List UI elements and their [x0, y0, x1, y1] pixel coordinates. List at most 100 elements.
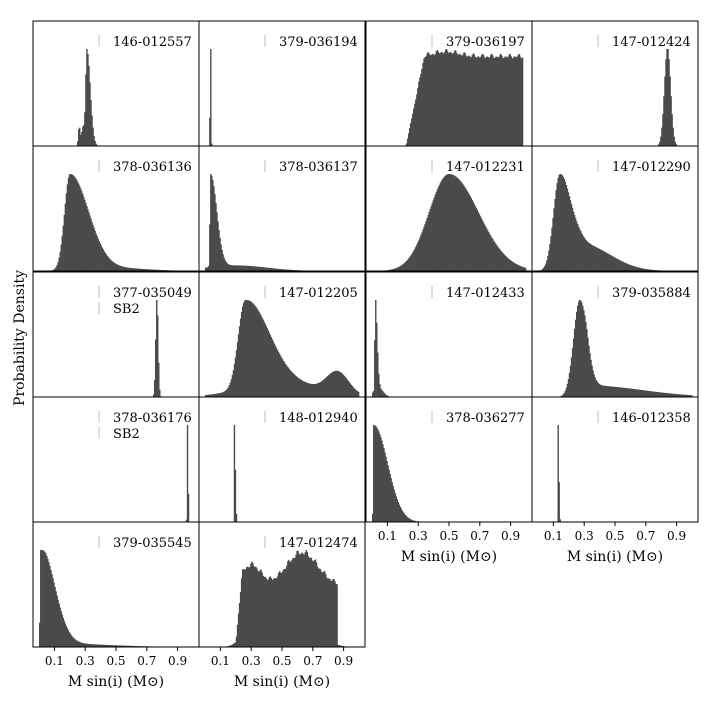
- histogram-bar: [485, 56, 488, 146]
- histogram-bar: [374, 425, 376, 522]
- histogram-bar: [245, 300, 247, 397]
- histogram-bar: [494, 57, 496, 147]
- panel-147-012433: 147-012433: [365, 271, 533, 398]
- histogram-bar: [325, 574, 327, 647]
- histogram-bar: [476, 210, 479, 271]
- histogram-bar: [157, 315, 159, 397]
- histogram-bar: [51, 574, 53, 647]
- histogram-bar: [569, 200, 572, 271]
- histogram-bar: [258, 311, 260, 397]
- histogram-bar: [303, 381, 305, 397]
- histogram-bar: [239, 265, 242, 271]
- histogram-bar: [256, 568, 258, 647]
- histogram-bar: [671, 393, 673, 397]
- histogram-bar: [149, 269, 152, 271]
- histogram-bar: [241, 306, 244, 397]
- histogram-bar: [382, 444, 384, 522]
- panel-label: 147-012424: [612, 35, 691, 50]
- histogram-bar: [57, 261, 59, 271]
- histogram-bar: [597, 248, 599, 271]
- histogram-bar: [93, 227, 95, 271]
- histogram-bar: [486, 56, 489, 147]
- histogram-bar: [137, 268, 139, 271]
- histogram-bar: [586, 241, 588, 271]
- histogram-bar: [314, 383, 317, 397]
- histogram-bar: [633, 389, 635, 397]
- histogram-bar: [629, 264, 631, 271]
- histogram-bar: [637, 267, 639, 271]
- histogram-bar: [324, 571, 326, 647]
- histogram-bar: [376, 322, 378, 397]
- histogram-bar: [548, 250, 550, 271]
- histogram-bar: [594, 377, 596, 397]
- histogram-bar: [435, 192, 438, 271]
- histogram-bar: [580, 231, 582, 271]
- histogram-bar: [372, 513, 374, 522]
- histogram-bar: [253, 304, 255, 397]
- histogram-bar: [252, 303, 254, 397]
- histogram-bar: [282, 359, 284, 397]
- histogram-bar: [520, 266, 523, 271]
- histogram-bar: [446, 51, 449, 146]
- histogram-bar: [417, 242, 419, 271]
- histogram-bar: [279, 269, 282, 271]
- panel-note: SB2: [113, 427, 140, 442]
- panel-label: 148-012940: [279, 411, 358, 426]
- histogram-bar: [148, 269, 151, 271]
- histogram-bar: [592, 370, 594, 397]
- histogram-bar: [209, 394, 211, 397]
- histogram-bar: [257, 571, 259, 647]
- histogram-bar: [236, 342, 239, 397]
- histogram-bar: [581, 233, 583, 271]
- histogram-bar: [264, 576, 266, 647]
- histogram-bar: [211, 175, 213, 271]
- histogram-bar: [412, 520, 414, 522]
- histogram-bar: [206, 394, 208, 397]
- histogram-bar: [425, 56, 427, 146]
- histogram-bar: [582, 305, 584, 397]
- histogram-bar: [649, 269, 652, 271]
- histogram-bar: [133, 268, 135, 271]
- histogram-bar: [255, 306, 257, 397]
- histogram-bar: [564, 390, 567, 397]
- histogram-bar: [88, 65, 90, 146]
- histogram-bar: [685, 394, 688, 397]
- histogram-bar: [210, 174, 212, 271]
- histogram-bar: [319, 381, 322, 397]
- histogram-bar: [640, 268, 643, 271]
- histogram-bar: [274, 345, 277, 397]
- histogram-bar: [430, 206, 432, 271]
- histogram-bar: [372, 392, 374, 397]
- histogram-bar: [513, 56, 516, 146]
- histogram-bar: [667, 49, 669, 146]
- y-axis-label: Probability Density: [12, 270, 28, 406]
- histogram-bar: [511, 261, 514, 271]
- panel-379-036194: 379-036194: [198, 20, 366, 147]
- histogram-bar: [390, 478, 392, 522]
- histogram-bar: [273, 577, 276, 647]
- histogram-bar: [518, 265, 521, 271]
- histogram-bar: [444, 49, 447, 146]
- histogram-bar: [664, 392, 666, 397]
- histogram-bar: [351, 386, 354, 397]
- histogram-bar: [412, 252, 414, 271]
- histogram-bar: [602, 385, 605, 397]
- histogram-bar: [404, 515, 407, 522]
- x-tick-label: 0.5: [439, 529, 458, 543]
- histogram-bar: [52, 269, 54, 271]
- histogram-bar: [391, 269, 393, 271]
- panel-label: 378-036137: [279, 160, 358, 175]
- histogram-bar: [658, 144, 660, 146]
- x-tick-label: 0.9: [501, 529, 520, 543]
- histogram-bar: [223, 257, 225, 271]
- histogram-bar: [248, 265, 250, 271]
- panel-147-012205: 147-012205: [198, 271, 366, 398]
- histogram-bar: [505, 56, 507, 146]
- histogram-bar: [229, 264, 232, 271]
- histogram-bar: [144, 269, 147, 271]
- histogram-bar: [295, 554, 297, 647]
- histogram-bar: [338, 371, 340, 397]
- histogram-bar: [274, 578, 277, 647]
- histogram-bar: [586, 329, 588, 397]
- histogram-bar: [282, 269, 284, 271]
